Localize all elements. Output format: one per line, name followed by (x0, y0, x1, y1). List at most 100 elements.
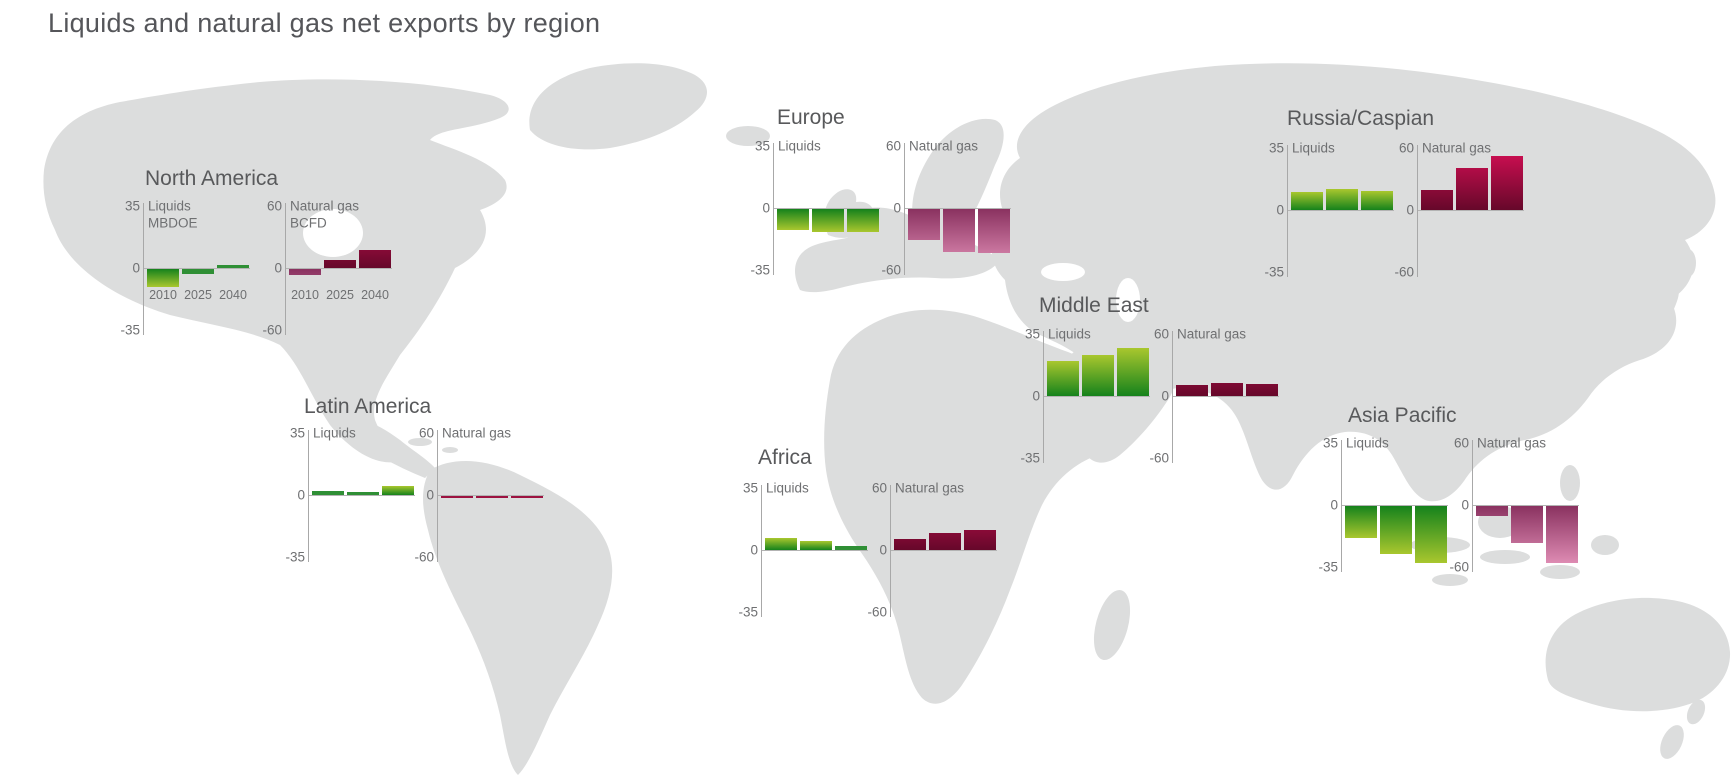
natural-gas-axis-max-label: 60 (871, 480, 887, 496)
liquids-axis-zero-label: 0 (762, 200, 770, 216)
natural-gas-axis-max-label: 60 (418, 425, 434, 441)
region-title-africa: Africa (758, 446, 812, 469)
natural-gas-bar-2025 (1511, 506, 1543, 544)
liquids-bar-2010 (777, 209, 809, 231)
liquids-axis-max-label: 35 (754, 138, 770, 154)
liquids-axis-min-label: -35 (750, 262, 770, 278)
natural-gas-axis-line (890, 485, 891, 617)
liquids-bar-2040 (835, 545, 867, 550)
natural-gas-axis-line (285, 203, 286, 335)
map-south-america (423, 460, 613, 775)
natural-gas-bar-2025 (1211, 382, 1243, 396)
map-new-zealand (1660, 725, 1684, 759)
liquids-zero-line (1044, 396, 1150, 397)
natural-gas-axis-line (1417, 145, 1418, 277)
natural-gas-year-label-2025: 2025 (326, 288, 354, 302)
natural-gas-bar-2040 (1246, 383, 1278, 396)
natural-gas-axis-zero-label: 0 (879, 542, 887, 558)
liquids-axis-max-label: 35 (1024, 326, 1040, 342)
map-europe (795, 207, 1000, 293)
natural-gas-axis-min-label: -60 (867, 604, 887, 620)
natural-gas-bar-2010 (289, 269, 321, 276)
liquids-zero-line (762, 550, 868, 551)
liquids-axis-min-label: -35 (120, 322, 140, 338)
liquids-bar-2040 (1117, 348, 1149, 396)
liquids-bar-2025 (1380, 506, 1412, 554)
natural-gas-axis-zero-label: 0 (1461, 497, 1469, 513)
liquids-label: Liquids (766, 480, 809, 496)
page-title: Liquids and natural gas net exports by r… (48, 8, 601, 38)
liquids-axis-min-label: -35 (1264, 264, 1284, 280)
map-asia (991, 63, 1716, 502)
natural-gas-bar-2040 (511, 496, 543, 498)
liquids-bar-2025 (347, 492, 379, 495)
liquids-zero-line (144, 268, 250, 269)
map-japan (1640, 277, 1679, 331)
liquids-bar-2025 (812, 209, 844, 233)
natural-gas-axis-line (1472, 440, 1473, 572)
liquids-axis-max-label: 35 (124, 198, 140, 214)
liquids-zero-line (1288, 210, 1394, 211)
natural-gas-label: Natural gas (909, 138, 979, 154)
natural-gas-axis-line (904, 143, 905, 275)
liquids-axis-min-label: -35 (285, 549, 305, 565)
natural-gas-bar-2010 (1476, 506, 1508, 517)
liquids-axis-zero-label: 0 (297, 487, 305, 503)
map-north-america (43, 79, 509, 463)
map-iceland (726, 126, 770, 146)
natural-gas-axis-max-label: 60 (885, 138, 901, 154)
natural-gas-bar-2040 (978, 209, 1010, 254)
natural-gas-axis-zero-label: 0 (1406, 202, 1414, 218)
natural-gas-bar-2010 (1421, 190, 1453, 210)
liquids-axis-line (761, 485, 762, 617)
natural-gas-axis-min-label: -60 (881, 262, 901, 278)
natural-gas-zero-line (1173, 396, 1279, 397)
liquids-bar-2025 (1082, 355, 1114, 396)
liquids-axis-zero-label: 0 (750, 542, 758, 558)
natural-gas-axis-zero-label: 0 (426, 487, 434, 503)
natural-gas-zero-line (891, 550, 997, 551)
natural-gas-bar-2040 (964, 530, 996, 550)
region-title-latin-america: Latin America (304, 395, 432, 418)
liquids-label: Liquids (1346, 435, 1389, 451)
natural-gas-axis-zero-label: 0 (1161, 388, 1169, 404)
liquids-axis-zero-label: 0 (1330, 497, 1338, 513)
natural-gas-axis-max-label: 60 (1453, 435, 1469, 451)
liquids-label: Liquids (778, 138, 821, 154)
natural-gas-bar-2040 (359, 250, 391, 268)
natural-gas-axis-max-label: 60 (1398, 140, 1414, 156)
map-greenland (529, 63, 708, 150)
liquids-axis-line (1043, 331, 1044, 463)
region-title-europe: Europe (777, 106, 845, 129)
liquids-axis-line (773, 143, 774, 275)
liquids-bar-2040 (1415, 506, 1447, 563)
region-title-north-america: North America (145, 167, 279, 190)
map-africa (824, 309, 1111, 704)
liquids-bar-2025 (800, 541, 832, 550)
liquids-zero-line (774, 208, 880, 209)
liquids-year-label-2025: 2025 (184, 288, 212, 302)
natural-gas-unit-label: BCFD (290, 215, 327, 231)
natural-gas-label: Natural gas (895, 480, 965, 496)
liquids-bar-2040 (1361, 190, 1393, 210)
liquids-axis-min-label: -35 (1318, 559, 1338, 575)
natural-gas-bar-2025 (476, 496, 508, 498)
liquids-axis-line (1341, 440, 1342, 572)
natural-gas-axis-min-label: -60 (1149, 450, 1169, 466)
natural-gas-axis-min-label: -60 (1449, 559, 1469, 575)
liquids-axis-line (1287, 145, 1288, 277)
natural-gas-axis-line (1172, 331, 1173, 463)
natural-gas-bar-2040 (1491, 156, 1523, 210)
liquids-bar-2010 (765, 537, 797, 550)
region-title-asia-pacific: Asia Pacific (1348, 404, 1457, 427)
natural-gas-label: Natural gas (290, 198, 360, 214)
natural-gas-axis-line (437, 430, 438, 562)
natural-gas-bar-2010 (894, 538, 926, 550)
liquids-year-label-2010: 2010 (149, 288, 177, 302)
natural-gas-bar-2025 (929, 533, 961, 550)
natural-gas-year-label-2040: 2040 (361, 288, 389, 302)
natural-gas-bar-2025 (1456, 167, 1488, 210)
liquids-label: Liquids (313, 425, 356, 441)
